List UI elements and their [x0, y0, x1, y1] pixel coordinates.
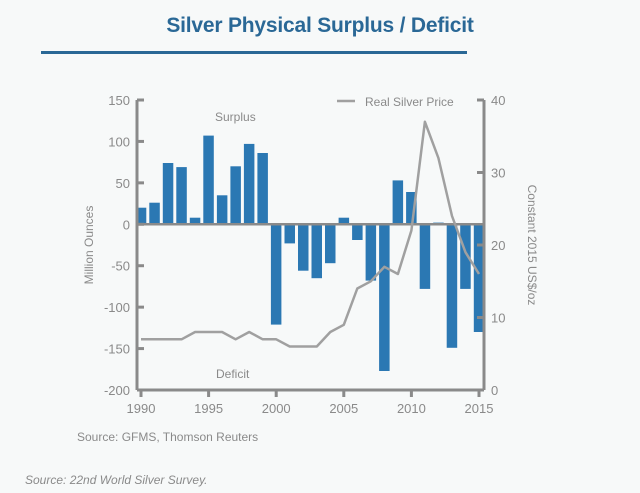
- bar-1998: [243, 143, 255, 225]
- x-tick-label: 1995: [194, 401, 223, 416]
- bar-2013: [446, 224, 458, 348]
- y-tick-label: -100: [104, 300, 130, 315]
- y2-tick-label: 20: [491, 238, 505, 253]
- y2-tick-label: 40: [491, 93, 505, 108]
- bar-2007: [365, 224, 377, 281]
- legend-label: Real Silver Price: [365, 95, 454, 109]
- x-tick-label: 2005: [329, 401, 358, 416]
- y-tick-label: 150: [108, 93, 130, 108]
- y-tick-label: -150: [104, 342, 130, 357]
- bar-2014: [460, 224, 471, 289]
- bar-1999: [257, 153, 268, 225]
- bar-1992: [162, 163, 174, 225]
- y-tick-label: 100: [108, 134, 130, 149]
- bar-1993: [176, 167, 187, 225]
- x-tick-label: 1990: [127, 401, 156, 416]
- bar-1997: [230, 166, 241, 225]
- bar-series: [135, 135, 485, 371]
- bar-2002: [298, 224, 309, 271]
- bar-1995: [203, 135, 214, 225]
- x-tick-label: 2010: [397, 401, 426, 416]
- bar-1991: [149, 202, 160, 225]
- y-tick-label: 0: [123, 217, 130, 232]
- bar-2009: [392, 180, 404, 225]
- bar-1994: [189, 217, 201, 225]
- footnote: Source: 22nd World Silver Survey.: [25, 473, 208, 487]
- bar-2001: [284, 224, 295, 244]
- price-line: [141, 120, 481, 348]
- x-tick-label: 2015: [465, 401, 494, 416]
- deficit-annotation: Deficit: [216, 367, 250, 381]
- bar-1996: [216, 195, 228, 225]
- title-divider: [41, 51, 467, 54]
- bar-2005: [338, 217, 350, 225]
- chart-source: Source: GFMS, Thomson Reuters: [77, 430, 259, 444]
- bar-2003: [311, 224, 322, 279]
- y-tick-label: -50: [111, 259, 130, 274]
- y2-tick-label: 10: [491, 311, 505, 326]
- y2-tick-label: 0: [491, 383, 498, 398]
- chart-title: Silver Physical Surplus / Deficit: [166, 14, 474, 37]
- y-tick-label: 50: [116, 176, 130, 191]
- bar-2015: [473, 224, 485, 332]
- y-axis-title: Million Ounces: [82, 206, 96, 285]
- y-tick-label: -200: [104, 383, 130, 398]
- bar-2006: [352, 224, 363, 240]
- y2-axis-title: Constant 2015 US$/oz: [525, 185, 539, 306]
- bar-2010: [406, 192, 417, 225]
- bar-2000: [270, 224, 282, 325]
- bar-2004: [325, 224, 336, 264]
- bar-2011: [419, 224, 431, 289]
- y2-tick-label: 30: [491, 166, 505, 181]
- bar-2008: [379, 224, 390, 371]
- x-tick-label: 2000: [262, 401, 291, 416]
- surplus-annotation: Surplus: [215, 110, 256, 124]
- bar-1990: [135, 207, 147, 225]
